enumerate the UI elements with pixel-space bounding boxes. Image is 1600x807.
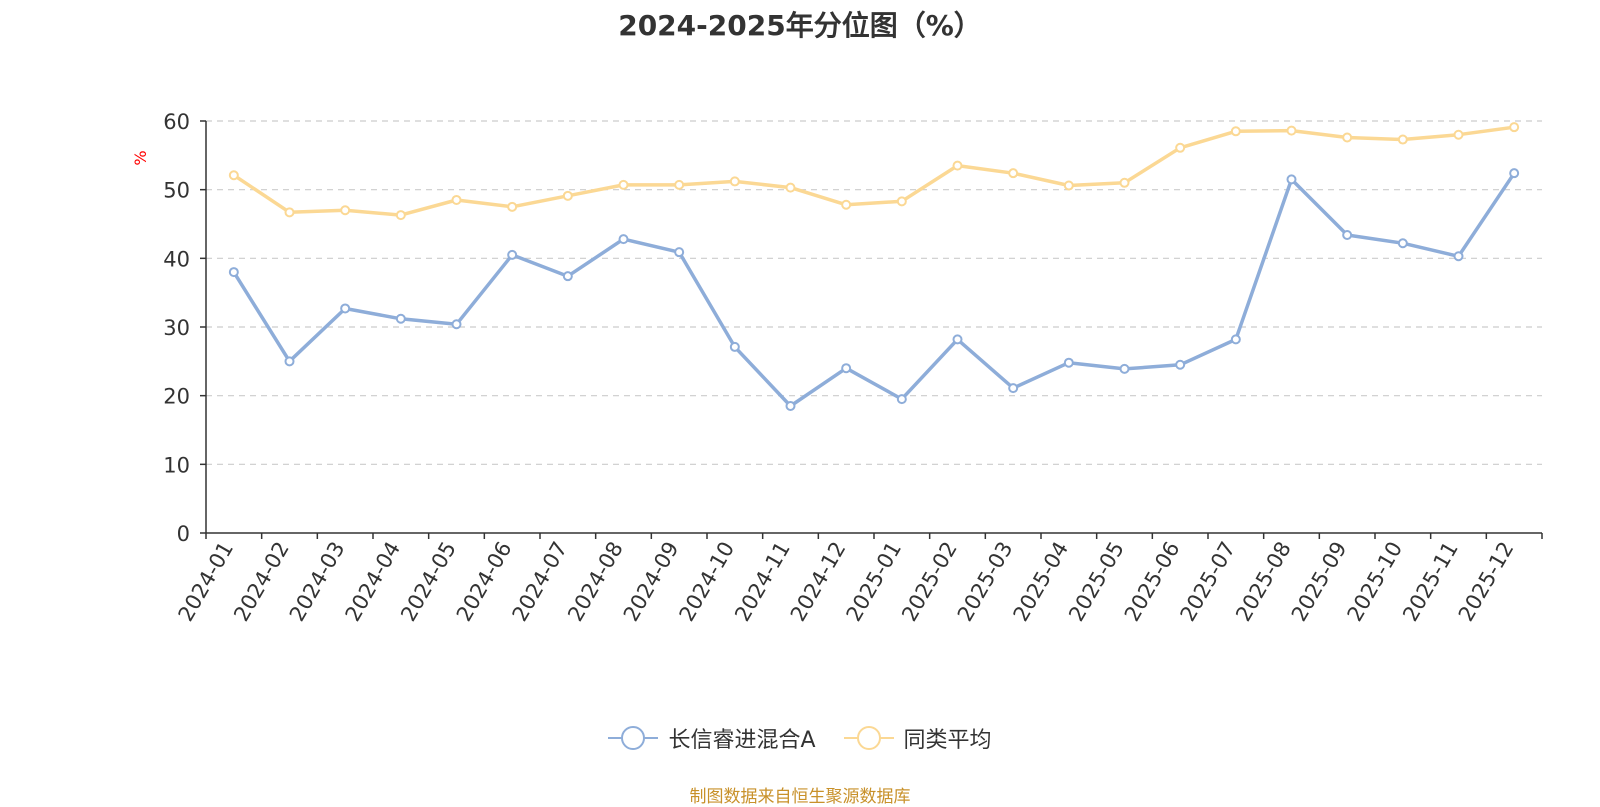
x-tick-label: 2025-10 bbox=[1343, 538, 1408, 626]
x-tick-label: 2025-03 bbox=[953, 538, 1018, 626]
x-tick-label: 2025-04 bbox=[1009, 538, 1074, 626]
data-point bbox=[284, 207, 295, 218]
data-point bbox=[1008, 168, 1019, 179]
y-tick-label: 40 bbox=[163, 247, 190, 271]
data-point bbox=[1063, 357, 1074, 368]
data-point bbox=[729, 176, 740, 187]
x-tick-label: 2024-03 bbox=[285, 538, 350, 626]
legend: 长信睿进混合A 同类平均 bbox=[0, 722, 1600, 754]
data-point bbox=[1063, 180, 1074, 191]
data-point bbox=[952, 160, 963, 171]
data-point bbox=[1342, 229, 1353, 240]
data-point bbox=[340, 205, 351, 216]
data-point bbox=[340, 303, 351, 314]
data-point bbox=[1119, 177, 1130, 188]
x-tick-label: 2024-12 bbox=[786, 538, 851, 626]
data-point bbox=[841, 363, 852, 374]
data-point bbox=[618, 179, 629, 190]
data-point bbox=[562, 190, 573, 201]
y-axis-unit-label: % bbox=[131, 150, 150, 165]
x-tick-label: 2025-05 bbox=[1064, 538, 1129, 626]
x-tick-label: 2024-08 bbox=[563, 538, 628, 626]
data-point bbox=[395, 313, 406, 324]
x-tick-label: 2024-07 bbox=[508, 538, 573, 626]
data-point bbox=[1342, 132, 1353, 143]
data-point bbox=[618, 234, 629, 245]
x-tick-label: 2024-09 bbox=[619, 538, 684, 626]
y-tick-label: 50 bbox=[163, 179, 190, 203]
x-tick-label: 2025-11 bbox=[1398, 538, 1463, 626]
x-tick-label: 2024-05 bbox=[396, 538, 461, 626]
data-point bbox=[228, 267, 239, 278]
data-point bbox=[1397, 134, 1408, 145]
data-point bbox=[1453, 129, 1464, 140]
data-point bbox=[1397, 238, 1408, 249]
x-tick-label: 2025-08 bbox=[1231, 538, 1296, 626]
x-tick-label: 2024-04 bbox=[341, 538, 406, 626]
data-points bbox=[228, 122, 1520, 411]
data-point bbox=[896, 394, 907, 405]
x-tick-label: 2025-07 bbox=[1176, 538, 1241, 626]
source-note: 制图数据来自恒生聚源数据库 bbox=[689, 787, 911, 807]
data-point bbox=[729, 341, 740, 352]
chart-title: 2024-2025年分位图（%） bbox=[618, 9, 982, 42]
x-tick-label: 2024-11 bbox=[730, 538, 795, 626]
data-point bbox=[1453, 251, 1464, 262]
data-point bbox=[1509, 122, 1520, 133]
data-point bbox=[284, 356, 295, 367]
data-point bbox=[1230, 126, 1241, 137]
data-point bbox=[896, 196, 907, 207]
data-point bbox=[395, 210, 406, 221]
data-point bbox=[1175, 359, 1186, 370]
tick-labels: 01020304050602024-012024-022024-032024-0… bbox=[163, 110, 1518, 625]
y-tick-label: 60 bbox=[163, 110, 190, 134]
axes bbox=[200, 120, 1543, 539]
data-point bbox=[562, 271, 573, 282]
data-point bbox=[1286, 125, 1297, 136]
data-point bbox=[451, 319, 462, 330]
data-point bbox=[785, 182, 796, 193]
data-point bbox=[507, 249, 518, 260]
data-point bbox=[952, 334, 963, 345]
data-point bbox=[1175, 142, 1186, 153]
y-tick-label: 20 bbox=[163, 385, 190, 409]
data-point bbox=[228, 170, 239, 181]
series-line bbox=[232, 125, 1516, 217]
data-point bbox=[674, 247, 685, 258]
x-tick-label: 2024-10 bbox=[675, 538, 740, 626]
data-point bbox=[507, 201, 518, 212]
x-tick-label: 2025-02 bbox=[897, 538, 962, 626]
grid-lines bbox=[206, 120, 1542, 465]
y-tick-label: 30 bbox=[163, 316, 190, 340]
data-point bbox=[785, 400, 796, 411]
x-tick-label: 2025-01 bbox=[842, 538, 907, 626]
legend-line-circle-icon bbox=[843, 725, 894, 751]
data-point bbox=[1008, 383, 1019, 394]
data-point bbox=[841, 199, 852, 210]
x-tick-label: 2024-01 bbox=[174, 538, 239, 626]
data-point bbox=[1230, 334, 1241, 345]
data-point bbox=[674, 179, 685, 190]
legend-item-fund[interactable]: 长信睿进混合A bbox=[608, 722, 816, 754]
legend-label-peer-average: 同类平均 bbox=[903, 728, 992, 753]
data-point bbox=[451, 194, 462, 205]
series-line bbox=[232, 171, 1516, 408]
legend-line-circle-icon bbox=[608, 725, 659, 751]
data-point bbox=[1286, 174, 1297, 185]
x-tick-label: 2024-06 bbox=[452, 538, 517, 626]
y-tick-label: 0 bbox=[177, 522, 190, 546]
data-point bbox=[1509, 168, 1520, 179]
x-tick-label: 2025-12 bbox=[1454, 538, 1519, 626]
data-point bbox=[1119, 363, 1130, 374]
y-tick-label: 10 bbox=[163, 453, 190, 477]
series-lines bbox=[232, 125, 1516, 408]
x-tick-label: 2025-09 bbox=[1287, 538, 1352, 626]
x-tick-label: 2024-02 bbox=[229, 538, 294, 626]
legend-item-peer-average[interactable]: 同类平均 bbox=[843, 722, 992, 754]
legend-label-fund: 长信睿进混合A bbox=[668, 728, 816, 753]
x-tick-label: 2025-06 bbox=[1120, 538, 1185, 626]
